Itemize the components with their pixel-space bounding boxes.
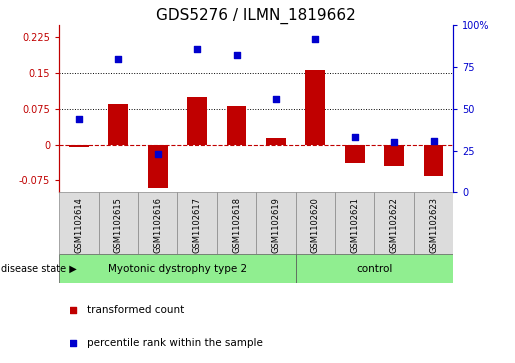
Point [69,340,77,346]
Text: GSM1102620: GSM1102620 [311,197,320,253]
Bar [69,145,89,147]
Bar [227,106,246,145]
Bar [138,192,177,254]
Bar [305,70,325,145]
Text: transformed count: transformed count [87,305,184,315]
Text: GSM1102622: GSM1102622 [390,197,399,253]
Text: GSM1102614: GSM1102614 [75,197,83,253]
Text: GSM1102619: GSM1102619 [271,197,280,253]
Bar [217,192,256,254]
Point [272,96,280,102]
Text: GSM1102623: GSM1102623 [429,197,438,253]
Bar [99,192,138,254]
Text: percentile rank within the sample: percentile rank within the sample [87,338,263,348]
Text: GSM1102615: GSM1102615 [114,197,123,253]
Bar [296,254,453,283]
Bar [177,192,217,254]
Bar [374,192,414,254]
Text: GSM1102621: GSM1102621 [350,197,359,253]
Bar [256,192,296,254]
Point [193,46,201,52]
Bar [345,145,365,163]
Point [153,151,162,157]
Bar [59,192,99,254]
Point [232,53,241,58]
Point [390,139,398,145]
Title: GDS5276 / ILMN_1819662: GDS5276 / ILMN_1819662 [157,8,356,24]
Bar [414,192,453,254]
Point [430,138,438,143]
Point [69,307,77,313]
Bar [59,254,296,283]
Bar [424,145,443,176]
Text: Myotonic dystrophy type 2: Myotonic dystrophy type 2 [108,264,247,274]
Point [114,56,123,62]
Bar [296,192,335,254]
Bar [266,138,286,145]
Text: control: control [356,264,392,274]
Text: GSM1102618: GSM1102618 [232,197,241,253]
Point [351,134,359,140]
Text: disease state ▶: disease state ▶ [1,264,77,274]
Bar [187,97,207,145]
Bar [335,192,374,254]
Bar [384,145,404,166]
Text: GSM1102616: GSM1102616 [153,197,162,253]
Bar [109,104,128,145]
Point [75,116,83,122]
Text: GSM1102617: GSM1102617 [193,197,201,253]
Point [311,36,319,42]
Bar [148,145,167,188]
